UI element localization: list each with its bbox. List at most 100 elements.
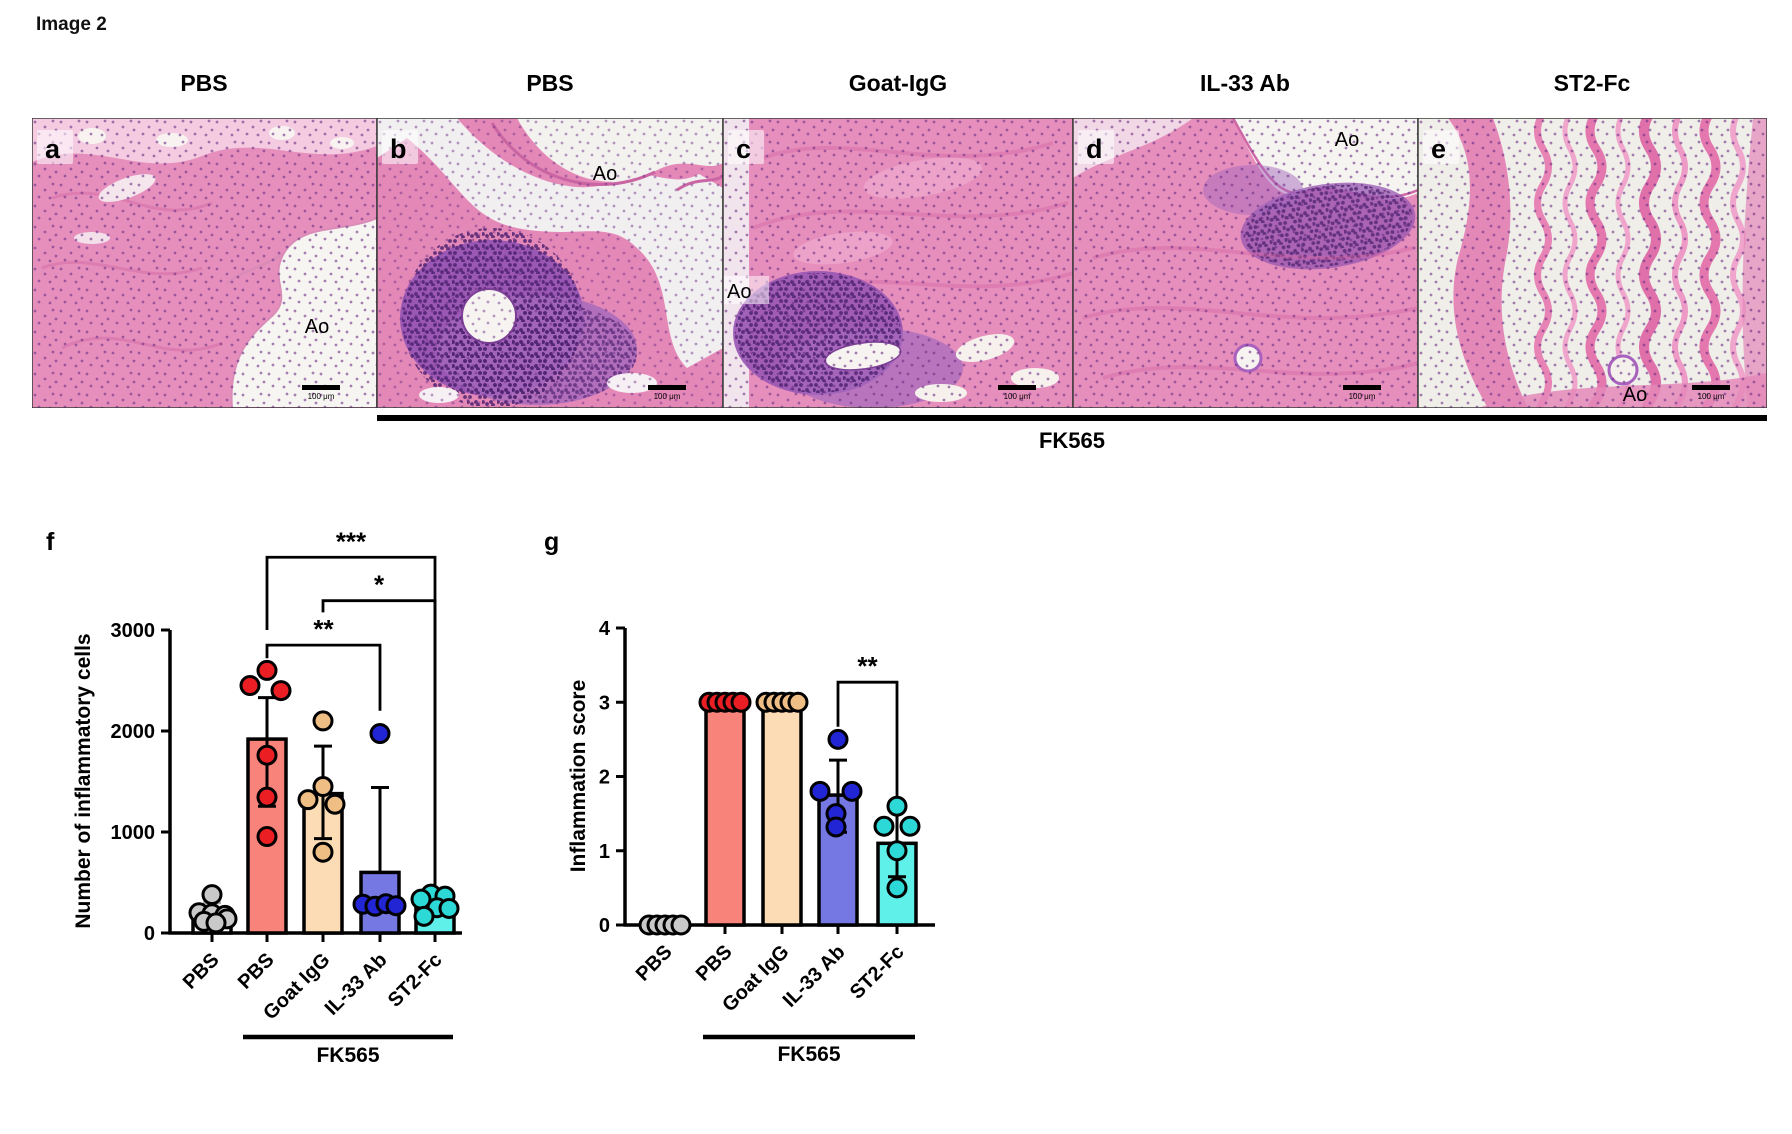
x-category-label: PBS (234, 949, 279, 994)
y-tick-label: 3 (599, 692, 610, 714)
fk565-group-label: FK565 (1038, 428, 1106, 453)
panel-e-title: ST2-Fc (1553, 70, 1631, 96)
panel-b-scale-label: 100 μm (654, 392, 681, 401)
panel-e-scale-label: 100 μm (1698, 392, 1725, 401)
data-point (825, 816, 847, 838)
y-tick-label: 4 (599, 618, 611, 640)
data-point (886, 877, 908, 899)
chart-f-letter: f (46, 528, 55, 556)
y-tick-label: 0 (144, 923, 155, 945)
panel-d-letter: d (1086, 134, 1103, 164)
panel-d-scale-label: 100 μm (1349, 392, 1376, 401)
panel-d-scale-bar (1343, 385, 1381, 390)
data-point (324, 793, 346, 815)
x-category-label: IL-33 Ab (779, 941, 850, 1012)
panel-a-title: PBS (180, 70, 228, 96)
panel-b-title: PBS (526, 70, 574, 96)
data-point (787, 691, 809, 713)
data-point (297, 789, 319, 811)
fk565-label: FK565 (316, 1044, 379, 1067)
panel-b-scale-bar (648, 385, 686, 390)
micrograph-panel-e: Ao 100 μm e (1417, 118, 1767, 408)
page-title: Image 2 (36, 14, 107, 35)
significance-bracket (265, 555, 437, 886)
data-point (413, 905, 435, 927)
y-tick-label: 2000 (111, 721, 156, 743)
data-point (886, 840, 908, 862)
panel-d-ao-label: Ao (1335, 129, 1359, 151)
significance-label: ** (313, 614, 334, 644)
panel-a-letter: a (45, 134, 61, 164)
y-axis-title: Number of inflammatory cells (72, 633, 95, 928)
data-point (369, 723, 391, 745)
panel-e-ao-label: Ao (1623, 384, 1647, 406)
data-point (312, 776, 334, 798)
significance-label: ** (857, 651, 878, 681)
micrograph-panel-c: Ao 100 μm c (722, 118, 1074, 408)
data-point (827, 728, 849, 750)
y-tick-label: 1 (599, 841, 610, 863)
panel-c-title: Goat-IgG (848, 70, 948, 96)
y-tick-label: 0 (599, 915, 610, 937)
y-tick-label: 1000 (111, 822, 156, 844)
data-point (256, 659, 278, 681)
data-point (256, 826, 278, 848)
data-point (886, 795, 908, 817)
panel-b-letter: b (390, 134, 407, 164)
panel-e-scale-bar (1692, 385, 1730, 390)
panel-e-letter: e (1431, 134, 1446, 164)
data-point (312, 710, 334, 732)
data-point (841, 780, 863, 802)
panel-c-scale-bar (998, 385, 1036, 390)
x-category-label: ST2-Fc (846, 941, 909, 1004)
panel-b-ao-label: Ao (593, 163, 617, 185)
data-point (730, 691, 752, 713)
x-category-label: PBS (692, 941, 737, 986)
micrograph-panel-a: Ao 100 μm a (32, 118, 378, 408)
data-point (670, 914, 692, 936)
x-category-label: PBS (632, 941, 677, 986)
panel-a-scale-label: 100 μm (308, 392, 335, 401)
histology-row: Ao 100 μm a (32, 118, 1767, 408)
data-point (312, 841, 334, 863)
data-point (256, 786, 278, 808)
data-point (201, 884, 223, 906)
panel-c-ao-label: Ao (727, 281, 751, 303)
data-point (205, 912, 227, 934)
significance-bracket (265, 643, 382, 711)
panel-a-ao-label: Ao (305, 316, 329, 338)
significance-bracket (321, 599, 437, 886)
bar-PBS (704, 700, 746, 927)
panel-c-scale-label: 100 μm (1004, 392, 1031, 401)
bar-Goat IgG (761, 700, 803, 927)
x-category-label: PBS (179, 949, 224, 994)
data-point (899, 815, 921, 837)
significance-label: *** (336, 526, 367, 556)
x-category-label: ST2-Fc (384, 949, 447, 1012)
y-tick-label: 3000 (111, 620, 156, 642)
fk565-group-line (377, 415, 1767, 421)
fk565-label: FK565 (777, 1043, 840, 1066)
y-tick-label: 2 (599, 767, 610, 789)
data-point (256, 744, 278, 766)
y-axis-title: Inflammation score (567, 680, 590, 873)
micrograph-panel-b: Ao 100 μm b (376, 118, 724, 408)
data-point (809, 780, 831, 802)
data-point (239, 675, 261, 697)
bar-ST2-Fc (876, 841, 918, 927)
significance-label: * (374, 570, 385, 600)
chart-g-letter: g (544, 528, 560, 556)
data-point (438, 897, 460, 919)
panel-d-title: IL-33 Ab (1200, 70, 1290, 96)
panel-c-letter: c (736, 134, 751, 164)
micrograph-panel-d: Ao 100 μm d (1072, 118, 1419, 408)
data-point (873, 815, 895, 837)
significance-bracket (836, 680, 899, 801)
data-point (270, 680, 292, 702)
x-category-label: IL-33 Ab (321, 949, 392, 1020)
panel-a-scale-bar (302, 385, 340, 390)
data-point (385, 895, 407, 917)
